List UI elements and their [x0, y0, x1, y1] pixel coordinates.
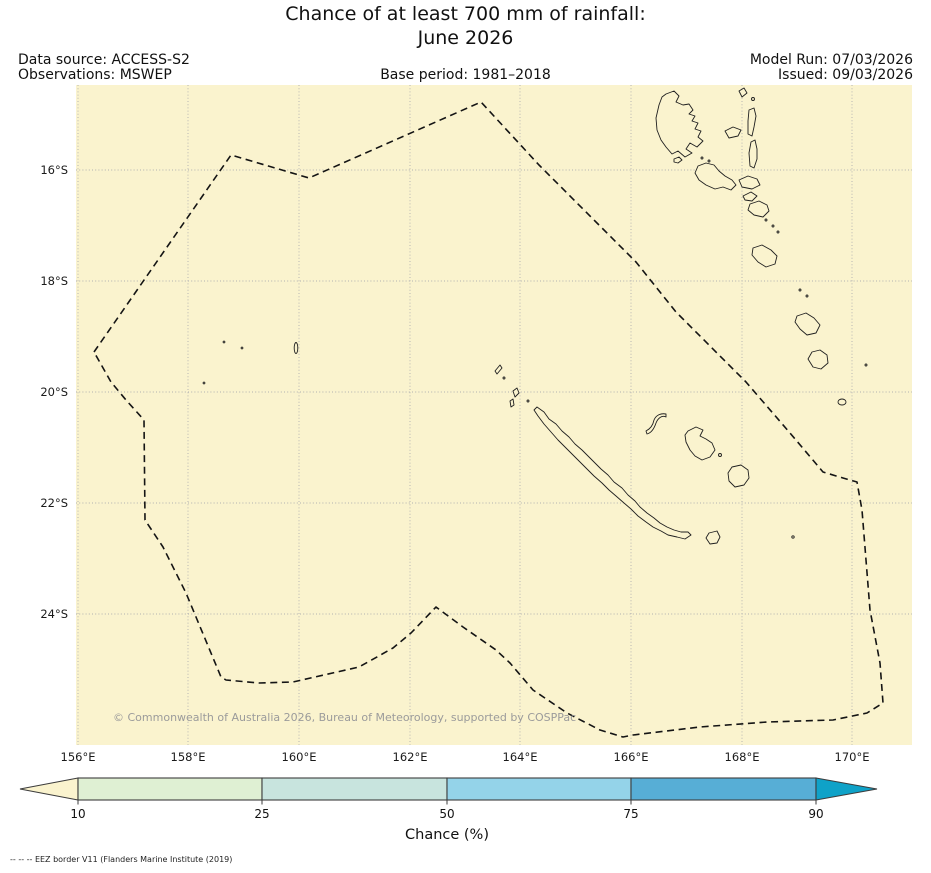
island-erromango [751, 244, 778, 268]
island-matthew-hunter [837, 398, 847, 406]
lon-label-166e: 166°E [613, 750, 649, 764]
island-efate [747, 200, 770, 218]
colorbar-segment-25-50 [261, 777, 448, 801]
island-malakula [694, 162, 737, 191]
data-source-label: Data source: ACCESS-S2 [18, 52, 190, 68]
island-espiritu-santo [655, 90, 704, 158]
island-tanna [794, 312, 821, 336]
colorbar-tick-10: 10 [70, 807, 86, 821]
lat-label-18s: 18°S [40, 274, 68, 288]
island-mare [727, 464, 750, 488]
page-title-line2: June 2026 [417, 27, 514, 49]
lon-label-156e: 156°E [60, 750, 96, 764]
island-lifou [684, 426, 716, 461]
colorbar-tick-50: 50 [439, 807, 455, 821]
vanuatu-islands [655, 87, 868, 370]
lon-label-158e: 158°E [170, 750, 206, 764]
colorbar-tick-75: 75 [623, 807, 639, 821]
lon-label-164e: 164°E [502, 750, 538, 764]
lat-label-22s: 22°S [40, 496, 68, 510]
colorbar-segment-75-90 [630, 777, 817, 801]
island-pentecost [748, 139, 758, 169]
colorbar-tick-90: 90 [808, 807, 824, 821]
observations-label: Observations: MSWEP [18, 67, 172, 83]
copyright-text: © Commonwealth of Australia 2026, Bureau… [113, 711, 576, 724]
map-canvas: © Commonwealth of Australia 2026, Bureau… [76, 85, 912, 745]
island-grande-terre [533, 406, 692, 540]
island-ouvea [645, 413, 667, 435]
lat-label-16s: 16°S [40, 163, 68, 177]
colorbar-arrow-below-10 [19, 777, 79, 801]
island-aneityum [807, 349, 829, 370]
lat-label-24s: 24°S [40, 607, 68, 621]
island-ambae [724, 126, 742, 139]
lon-label-168e: 168°E [724, 750, 760, 764]
island-ambrym [738, 175, 761, 190]
island-maewo [747, 107, 757, 137]
lat-label-20s: 20°S [40, 385, 68, 399]
base-period-label: Base period: 1981–2018 [380, 67, 551, 83]
issued-label: Issued: 09/03/2026 [778, 67, 913, 83]
eez-border-line [93, 101, 884, 738]
lon-label-162e: 162°E [392, 750, 428, 764]
island-belep [512, 387, 520, 398]
lon-label-160e: 160°E [281, 750, 317, 764]
island-epi [742, 191, 758, 202]
eez-border-footnote: -- -- -- EEZ border V11 (Flanders Marine… [10, 855, 233, 864]
island-isle-of-pines [705, 530, 721, 545]
map-ocean [76, 85, 912, 745]
lon-label-170e: 170°E [834, 750, 870, 764]
model-run-label: Model Run: 07/03/2026 [749, 52, 913, 68]
colorbar-axis-label: Chance (%) [405, 827, 489, 843]
colorbar-segment-50-75 [446, 777, 632, 801]
colorbar-segment-10-25 [77, 777, 263, 801]
new-caledonia-islands [202, 340, 847, 545]
colorbar-arrow-above-90 [815, 777, 878, 801]
page-title-line1: Chance of at least 700 mm of rainfall: [285, 3, 646, 25]
colorbar [19, 777, 878, 805]
colorbar-tick-25: 25 [254, 807, 270, 821]
gridlines [76, 85, 912, 745]
